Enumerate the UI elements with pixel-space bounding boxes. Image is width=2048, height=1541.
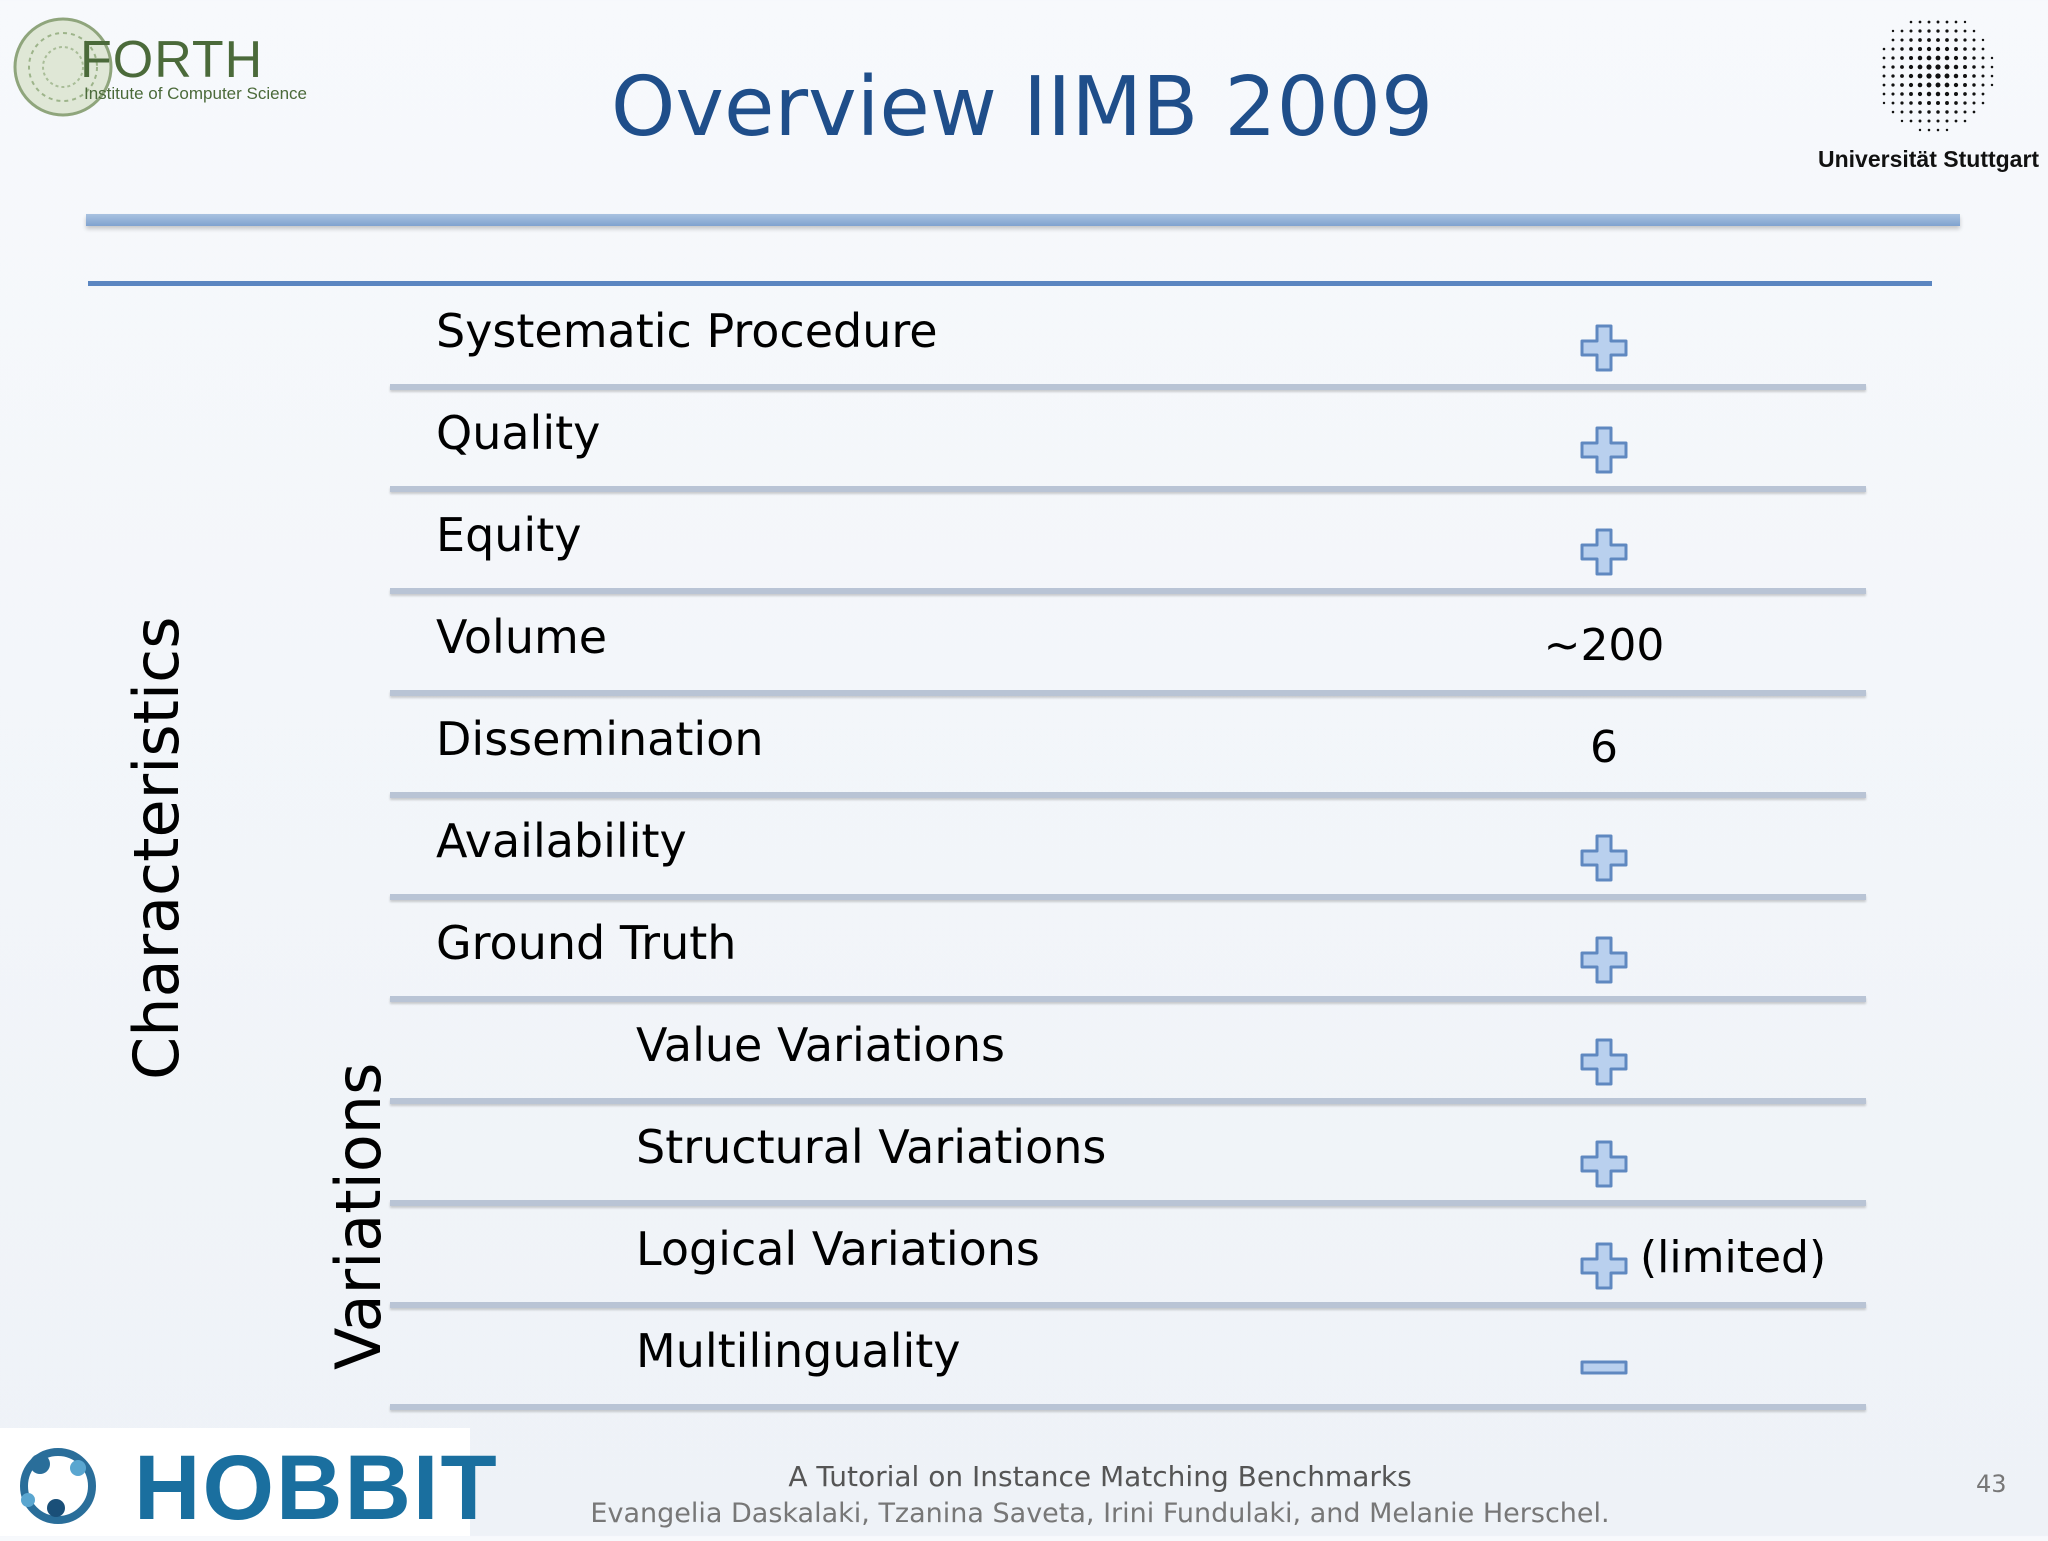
row-separator — [390, 1098, 1866, 1104]
row-label: Multilinguality — [636, 1324, 961, 1378]
plus-icon — [1580, 426, 1628, 474]
row-label: Logical Variations — [636, 1222, 1040, 1276]
forth-emblem-icon — [13, 17, 113, 117]
hobbit-logo — [0, 1428, 470, 1536]
stuttgart-logo — [1870, 8, 2000, 138]
plus-icon — [1580, 1242, 1628, 1290]
row-value: ~200 — [1543, 620, 1665, 671]
plus-icon — [1580, 324, 1628, 372]
row-label: Value Variations — [636, 1018, 1005, 1072]
page-number: 43 — [1976, 1470, 2007, 1498]
row-separator — [390, 996, 1866, 1002]
plus-icon — [1580, 834, 1628, 882]
plus-icon — [1580, 1140, 1628, 1188]
row-separator — [390, 486, 1866, 492]
row-label: Equity — [436, 508, 582, 562]
row-separator — [390, 894, 1866, 900]
row-separator — [390, 588, 1866, 594]
header-divider — [86, 214, 1960, 226]
row-separator — [390, 1404, 1866, 1410]
variations-label: Variations — [322, 1062, 395, 1370]
row-label: Dissemination — [436, 712, 764, 766]
row-value: 6 — [1590, 722, 1618, 773]
stuttgart-logo-label: Universität Stuttgart — [1818, 146, 2040, 172]
row-separator — [390, 1200, 1866, 1206]
forth-logo — [8, 12, 408, 122]
plus-icon — [1580, 1038, 1628, 1086]
row-label: Systematic Procedure — [436, 304, 938, 358]
row-label: Availability — [436, 814, 687, 868]
row-separator — [390, 384, 1866, 390]
characteristics-label: Characteristics — [120, 616, 193, 1080]
hobbit-emblem-icon — [20, 1448, 96, 1524]
hobbit-logo-text: HOBBIT — [134, 1437, 499, 1539]
row-label: Ground Truth — [436, 916, 737, 970]
row-separator — [390, 690, 1866, 696]
footer-authors: Evangelia Daskalaki, Tzanina Saveta, Iri… — [590, 1498, 1610, 1529]
slide-title: Overview IIMB 2009 — [610, 60, 1434, 155]
row-label: Structural Variations — [636, 1120, 1107, 1174]
plus-icon — [1580, 528, 1628, 576]
plus-icon — [1580, 936, 1628, 984]
dot-globe-icon — [1882, 20, 1994, 132]
row-separator — [390, 792, 1866, 798]
row-separator — [390, 1302, 1866, 1308]
row-label: Volume — [436, 610, 608, 664]
footer-tutorial-title: A Tutorial on Instance Matching Benchmar… — [788, 1460, 1412, 1493]
forth-logo-text: FORTH — [80, 31, 264, 89]
row-label: Quality — [436, 406, 601, 460]
table-top-rule — [88, 281, 1932, 286]
forth-logo-subtitle: Institute of Computer Science — [84, 84, 308, 103]
row-value: (limited) — [1640, 1232, 1827, 1283]
minus-icon — [1580, 1360, 1628, 1375]
